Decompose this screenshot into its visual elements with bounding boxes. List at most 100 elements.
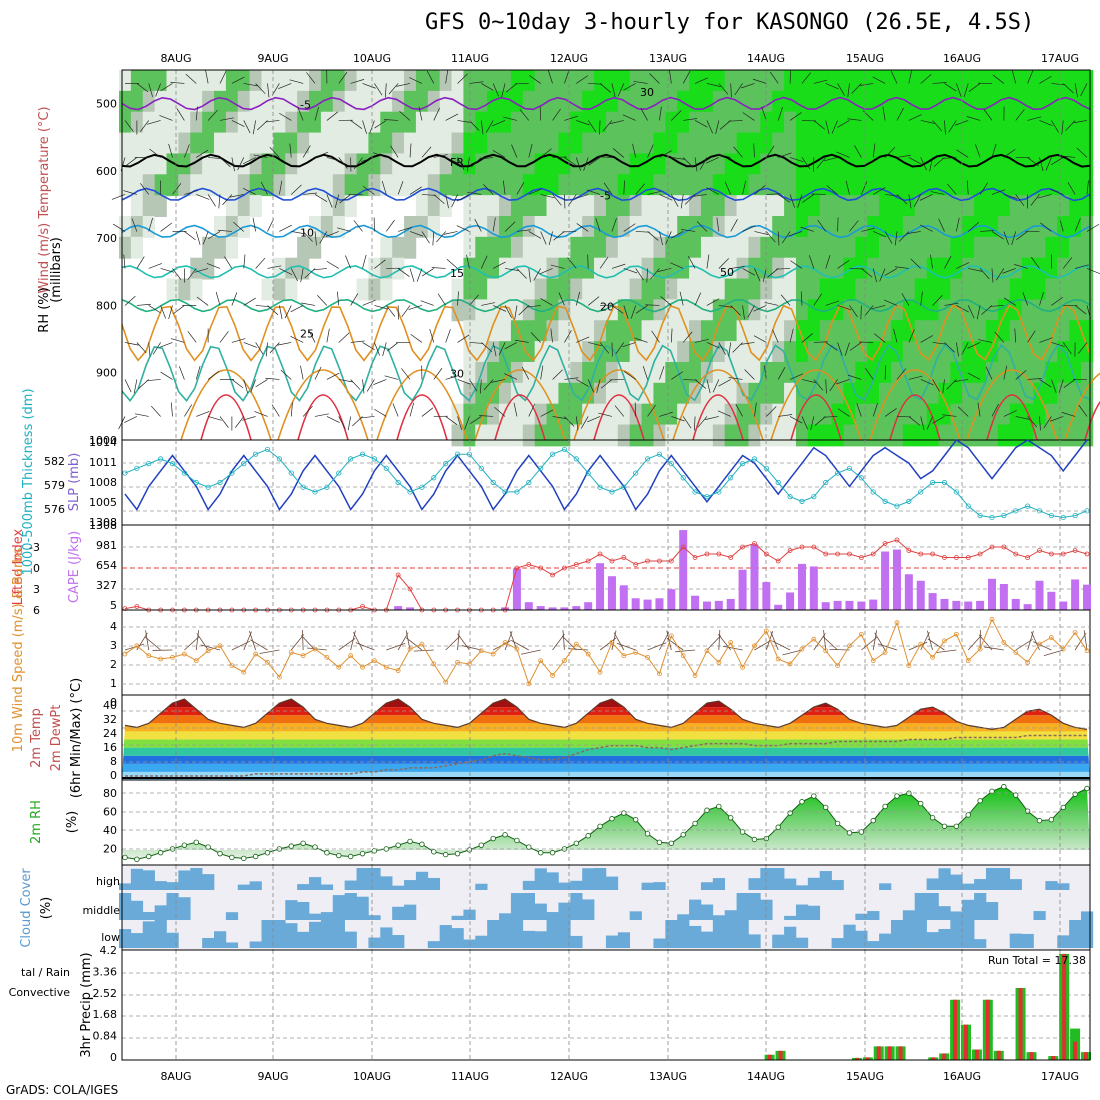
- wind-barb: [521, 366, 530, 380]
- rh-cell: [142, 111, 155, 134]
- isotherm-lobe: [770, 369, 862, 441]
- rh-cell: [439, 132, 452, 155]
- rh-cell: [677, 320, 690, 343]
- rh-cell: [570, 70, 583, 92]
- rh-cell: [202, 111, 215, 134]
- lifted-index-point: [704, 551, 710, 557]
- isotherm-lobe: [966, 369, 1058, 441]
- chart-title: GFS 0~10day 3-hourly for KASONGO (26.5E,…: [425, 10, 1035, 35]
- rh-cell: [1009, 90, 1022, 113]
- rh-cell: [653, 361, 666, 384]
- rh-cell: [617, 174, 631, 197]
- wind-barb: [956, 217, 960, 232]
- rh-point: [229, 854, 235, 861]
- rh-cell: [926, 174, 939, 197]
- wind-barb: [789, 194, 795, 208]
- cloud-cell: [225, 942, 239, 948]
- rh-cell: [760, 341, 773, 363]
- wind-barb: [289, 79, 304, 84]
- rh-cell: [1033, 403, 1046, 426]
- rh-cell: [1081, 361, 1094, 384]
- cloud-cell: [558, 882, 571, 890]
- wind-barb: [728, 377, 743, 380]
- wind-barb: [457, 120, 472, 123]
- cape-bar: [631, 598, 640, 610]
- precip-convective-bar: [974, 1049, 979, 1060]
- rh-cell: [487, 320, 500, 343]
- wind-barb: [269, 146, 280, 158]
- wind-barb: [297, 107, 304, 121]
- rh-cell: [1009, 382, 1022, 405]
- cloud-cell: [985, 902, 999, 920]
- rh-cell: [368, 132, 381, 155]
- wind-barb: [781, 231, 791, 244]
- rh-cell: [843, 424, 856, 447]
- wind-barb-10m: [1033, 641, 1052, 651]
- cloud-cell: [950, 874, 963, 890]
- wind-barb: [694, 157, 698, 172]
- rh-cell: [522, 195, 536, 217]
- wind-barb: [1003, 410, 1017, 417]
- rh-cell: [689, 278, 702, 301]
- wind-speed-point: [253, 651, 259, 657]
- rh-cell: [760, 278, 773, 301]
- rh-cell: [760, 382, 773, 405]
- rh-cell: [914, 195, 927, 217]
- rh-cell: [570, 132, 583, 155]
- cloud-cell: [522, 930, 536, 948]
- wind-barb: [730, 305, 741, 316]
- wind-barb: [457, 73, 468, 84]
- li-axis-label: Lifted Index: [11, 528, 26, 605]
- lifted-index-point: [1084, 551, 1090, 557]
- wind-speed-point: [787, 661, 793, 667]
- wind-barb: [747, 305, 755, 318]
- rh-cell: [772, 195, 785, 217]
- rh-cell: [1069, 299, 1082, 322]
- wind-barb: [790, 260, 803, 269]
- rh-cell: [736, 278, 749, 301]
- rh-cell: [736, 195, 749, 217]
- cape-bar: [1047, 591, 1056, 610]
- wind-barb: [576, 379, 589, 387]
- wind-barb: [944, 83, 957, 92]
- wind-barb: [699, 157, 708, 170]
- rh-cell: [582, 195, 595, 217]
- rh-cell: [451, 111, 464, 134]
- wind-barb: [576, 120, 590, 126]
- wind-barb: [1063, 83, 1074, 94]
- wind-barb: [705, 416, 719, 420]
- wind-barb: [231, 379, 244, 389]
- lifted-index-point: [134, 604, 140, 609]
- wind-barb: [1027, 70, 1034, 84]
- cloud-cell: [1033, 911, 1046, 920]
- wind-barb: [847, 83, 850, 98]
- wind-speed-point: [229, 663, 235, 668]
- rh-cell: [950, 341, 963, 363]
- wind-barb-10m: [461, 645, 482, 651]
- rh-point: [941, 823, 948, 829]
- rh-cell: [451, 70, 464, 92]
- wind-barb: [456, 225, 470, 232]
- rh-cell: [1033, 215, 1046, 238]
- rh-cell: [950, 236, 963, 259]
- wind-barb-10m: [872, 630, 878, 651]
- rh-cell: [1045, 403, 1058, 426]
- isotherm-label: 15: [450, 267, 464, 280]
- rh-cell: [831, 90, 844, 113]
- lifted-index-point: [1025, 555, 1031, 560]
- cloud-cell: [938, 868, 951, 890]
- rh-cell: [1081, 382, 1094, 405]
- rh-cell: [938, 70, 951, 92]
- rh-cell: [641, 195, 654, 217]
- rh-cell: [748, 424, 761, 447]
- rh-cell: [534, 90, 547, 113]
- wind-barb: [742, 305, 745, 320]
- cloud-cell: [332, 920, 345, 948]
- rh-cell: [867, 361, 880, 384]
- cloud-cell: [166, 893, 179, 920]
- rh-cell: [605, 320, 619, 343]
- temp-bands: [122, 699, 1090, 780]
- cloud-cell: [1057, 935, 1070, 948]
- wind-barb: [920, 335, 934, 343]
- thickness-point: [597, 484, 603, 490]
